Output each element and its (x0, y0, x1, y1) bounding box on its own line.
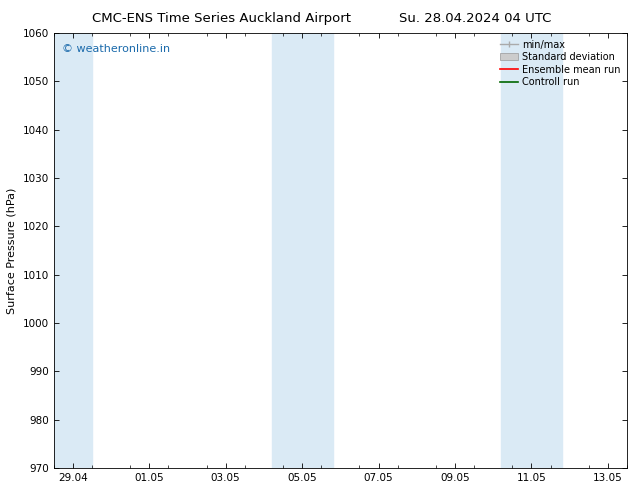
Bar (54, 33, 92, 468)
Text: © weatheronline.in: © weatheronline.in (62, 44, 171, 54)
Legend: min/max, Standard deviation, Ensemble mean run, Controll run: min/max, Standard deviation, Ensemble me… (498, 38, 622, 89)
Bar (271, 33, 333, 468)
Text: CMC-ENS Time Series Auckland Airport: CMC-ENS Time Series Auckland Airport (93, 12, 351, 25)
Text: Su. 28.04.2024 04 UTC: Su. 28.04.2024 04 UTC (399, 12, 552, 25)
Y-axis label: Surface Pressure (hPa): Surface Pressure (hPa) (7, 187, 17, 314)
Bar (501, 33, 562, 468)
